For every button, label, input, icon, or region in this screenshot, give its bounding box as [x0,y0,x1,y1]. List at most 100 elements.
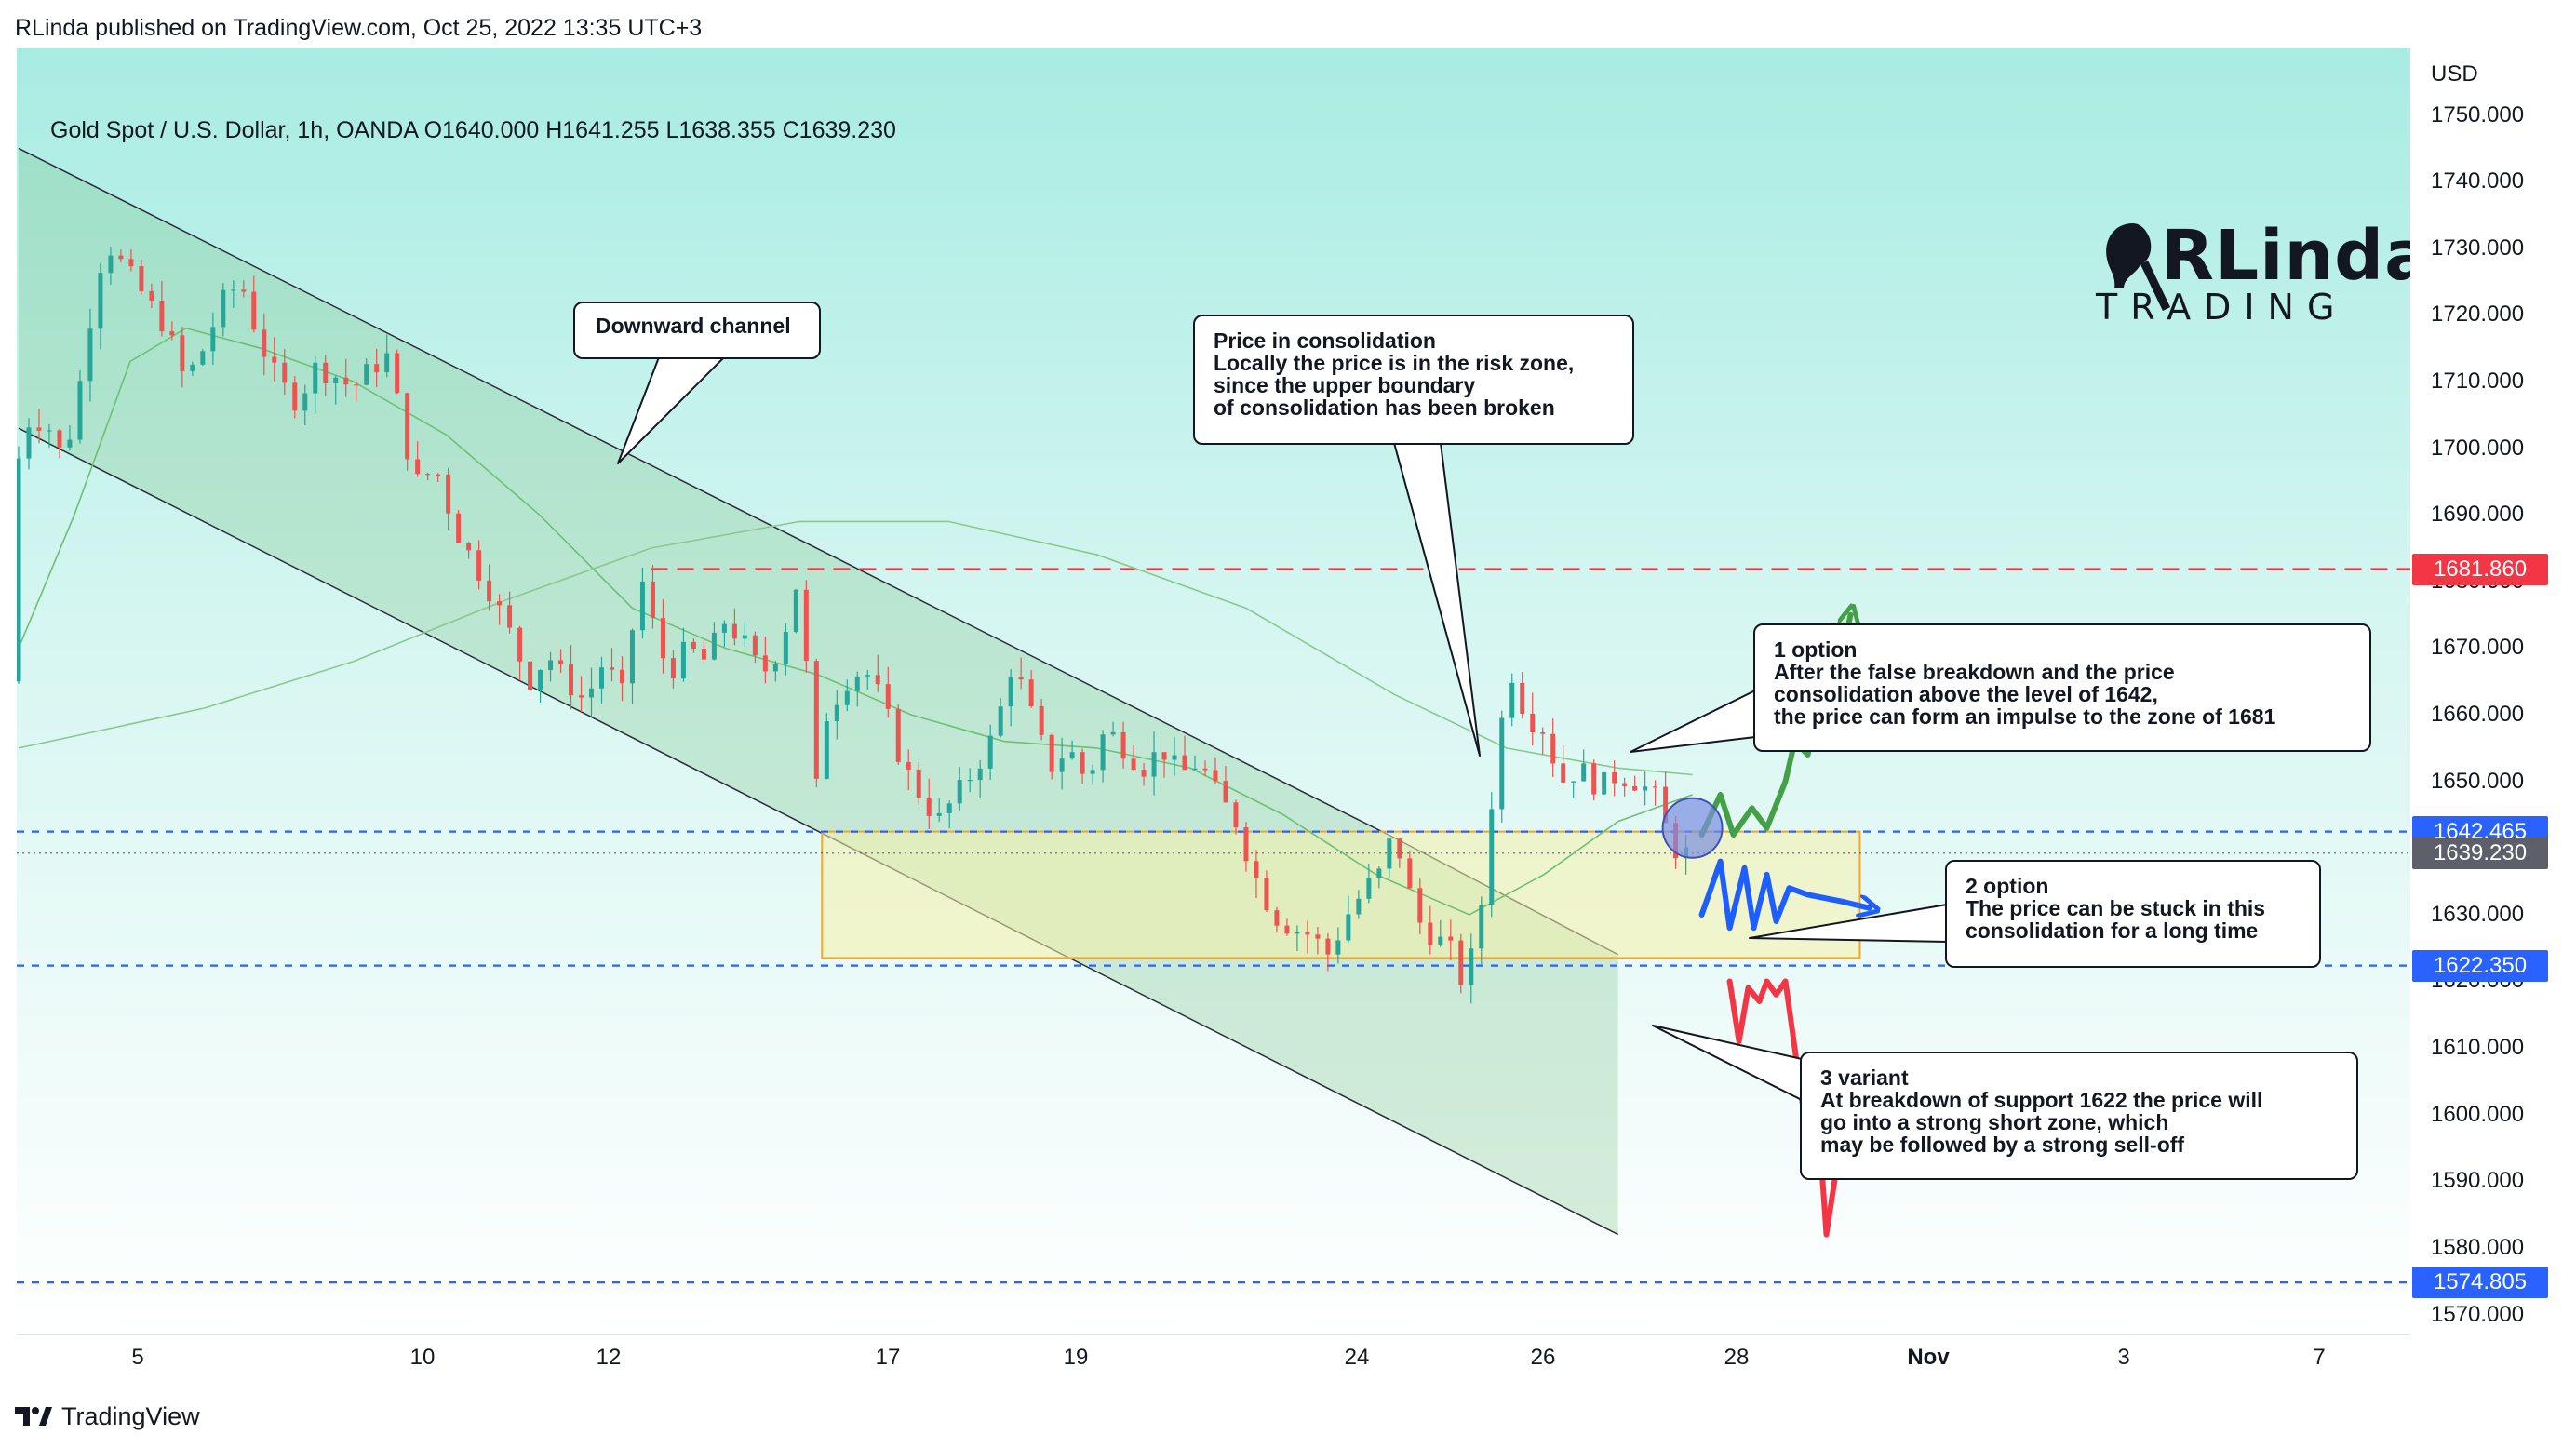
candle[interactable] [57,428,62,459]
candle[interactable] [803,580,809,673]
candle[interactable] [1438,919,1443,947]
candle[interactable] [323,355,329,396]
candle[interactable] [865,670,870,690]
candle[interactable] [354,382,359,402]
candle[interactable] [251,275,257,333]
candle[interactable] [1653,780,1658,806]
candle[interactable] [926,778,932,830]
candle[interactable] [1622,777,1628,797]
candle[interactable] [313,356,318,414]
footer-branding[interactable]: TradingView [15,1398,200,1435]
candle[interactable] [1376,866,1382,889]
candle[interactable] [885,666,891,718]
candle[interactable] [670,650,676,689]
candle[interactable] [1264,870,1269,913]
callout-option-3[interactable]: 3 variant At breakdown of support 1622 th… [1800,1052,2358,1180]
candle[interactable] [711,622,717,661]
candle[interactable] [1591,759,1597,801]
candle[interactable] [405,392,410,471]
candle[interactable] [895,704,901,765]
candle[interactable] [1243,822,1249,872]
candle[interactable] [1469,933,1474,1004]
candle[interactable] [36,409,42,444]
candle[interactable] [629,628,635,704]
candle[interactable] [731,608,737,646]
horizontal-levels[interactable] [17,568,2410,1284]
candle[interactable] [998,698,1003,738]
candle[interactable] [752,631,758,664]
candle[interactable] [221,283,226,337]
callout-price-consolidation[interactable]: Price in consolidation Locally the price … [1193,315,1634,445]
candle[interactable] [1284,918,1290,936]
candle[interactable] [139,259,144,295]
candle[interactable] [639,567,645,639]
candle[interactable] [1571,781,1576,798]
candle[interactable] [589,667,595,717]
candle[interactable] [384,334,390,378]
candle[interactable] [1561,745,1566,784]
candle[interactable] [108,247,114,285]
candle[interactable] [1550,718,1556,777]
candle[interactable] [721,620,727,647]
candle[interactable] [87,308,93,402]
candle[interactable] [395,349,400,395]
candle[interactable] [169,321,175,341]
candle[interactable] [497,594,503,625]
candle[interactable] [446,468,451,530]
candle[interactable] [660,598,665,674]
candle[interactable] [1254,850,1259,899]
candle[interactable] [1182,735,1187,771]
candle[interactable] [1335,927,1341,964]
candle[interactable] [1090,764,1095,785]
candle[interactable] [159,280,165,337]
candle[interactable] [946,800,952,829]
candle[interactable] [875,654,880,692]
candle[interactable] [906,749,911,791]
candle[interactable] [528,660,533,694]
candle[interactable] [210,312,216,366]
candle[interactable] [436,473,441,483]
candle[interactable] [476,540,482,590]
candle[interactable] [1080,748,1085,784]
candle[interactable] [302,384,308,426]
candle[interactable] [1479,896,1484,966]
candle[interactable] [987,724,993,780]
candle[interactable] [343,358,349,397]
candle[interactable] [415,441,421,477]
candle[interactable] [1489,792,1495,918]
candle[interactable] [619,656,624,702]
candle[interactable] [1346,895,1351,943]
candle[interactable] [1499,710,1505,823]
candle[interactable] [1223,765,1228,803]
candle[interactable] [1172,737,1177,776]
candle[interactable] [1274,906,1280,933]
candle[interactable] [1315,927,1321,955]
candle[interactable] [333,375,339,405]
candle[interactable] [813,658,819,788]
candle[interactable] [824,713,829,780]
candle[interactable] [538,669,543,704]
candle[interactable] [1387,837,1392,878]
candle[interactable] [507,591,513,634]
candle[interactable] [487,564,492,611]
candle[interactable] [26,418,32,470]
candle[interactable] [128,249,134,272]
callout-option-1[interactable]: 1 option After the false breakdown and th… [1753,623,2371,752]
candle[interactable] [1632,775,1638,792]
candle[interactable] [579,676,584,713]
candle[interactable] [1356,890,1362,919]
candle[interactable] [1059,737,1065,790]
candle[interactable] [1366,864,1372,904]
candle[interactable] [1039,699,1044,741]
candle[interactable] [149,283,154,309]
candle[interactable] [1141,763,1147,786]
candle[interactable] [558,649,564,674]
candle[interactable] [1602,771,1607,796]
candle[interactable] [1295,925,1300,952]
candle[interactable] [1305,920,1310,954]
candle[interactable] [680,627,686,682]
candle[interactable] [77,370,83,444]
candle[interactable] [569,644,574,710]
price-axis[interactable]: 1570.000 1580.000 1590.000 1600.000 1610.000… [2410,48,2563,1375]
candle[interactable] [609,648,614,682]
